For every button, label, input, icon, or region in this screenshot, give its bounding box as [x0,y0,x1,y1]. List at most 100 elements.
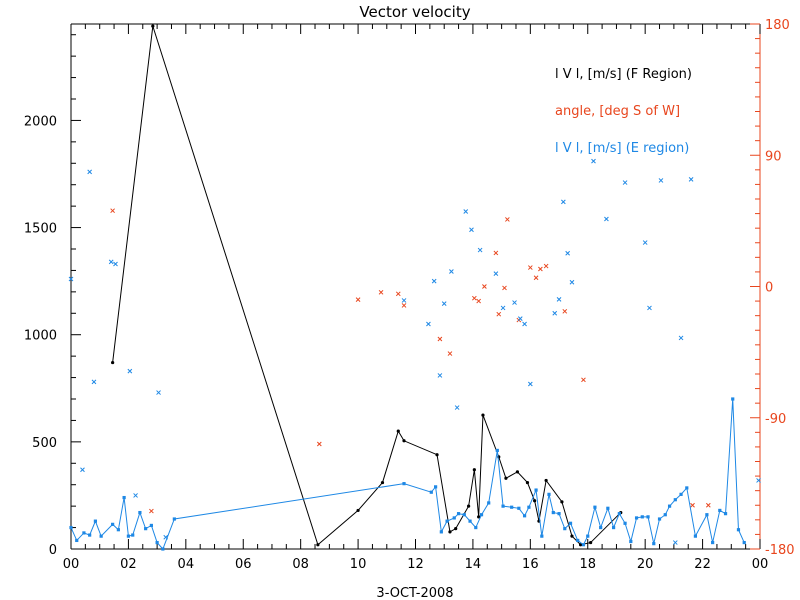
data-point [454,405,460,410]
x-tick-label: 06 [235,557,252,572]
data-point [563,527,567,531]
data-point [527,265,533,270]
data-point [448,530,452,534]
data-point [581,377,586,383]
data-point [172,517,176,521]
data-point [568,521,573,525]
series-0 [111,24,623,547]
data-point [667,504,672,508]
data-point [515,470,520,474]
data-point [111,360,115,365]
data-point [116,528,120,532]
data-point [402,439,406,443]
data-point [91,379,97,385]
data-point [87,169,93,175]
data-point [445,519,449,523]
data-point [467,504,471,508]
data-point [642,240,648,245]
data-point [151,24,155,28]
data-point [547,492,551,496]
data-point [468,519,472,523]
data-point [437,336,443,342]
data-point [756,478,761,483]
legend-angle: angle, [deg S of W] [555,104,680,119]
data-point [527,505,531,509]
y-left-tick-label: 0 [49,543,57,558]
data-point [68,276,74,282]
data-point [474,525,478,530]
data-point [562,308,568,314]
data-point [742,540,746,545]
data-point [477,515,481,519]
series-3 [68,158,761,545]
data-point [723,512,728,516]
data-point [431,278,437,284]
data-point [155,540,159,545]
data-point [110,208,115,214]
data-point [356,508,360,513]
data-point [476,298,482,304]
legend: l V l, [m/s] (F Region) angle, [deg S of… [555,67,692,156]
data-point [493,250,499,256]
data-point [690,502,695,508]
legend-f-region: l V l, [m/s] (F Region) [555,67,692,82]
data-point [604,216,609,222]
series-2 [69,397,746,551]
data-point [693,534,698,538]
data-point [569,279,575,285]
data-point [113,261,118,267]
data-point [487,501,491,505]
data-point [402,482,406,486]
data-point [426,321,431,327]
y-right-tick-label: 90 [765,149,782,164]
y-right-tick-label: -180 [765,543,795,558]
y-left-tick-label: 500 [32,436,57,451]
series-line [112,25,622,546]
data-point [495,448,499,453]
data-point [82,531,86,535]
data-point [673,498,677,502]
y-left-tick-label: 2000 [24,114,57,129]
data-point [452,516,456,520]
data-point [560,199,566,205]
data-point [525,480,530,485]
data-point [454,527,458,531]
data-point [560,500,564,504]
data-point [640,515,644,519]
data-point [127,368,133,374]
x-tick-label: 18 [579,557,596,572]
data-point [711,540,715,545]
data-point [705,513,709,517]
x-tick-label: 02 [120,557,137,572]
data-point [623,521,627,525]
data-point [447,351,453,356]
y-left-tick-label: 1000 [24,329,57,344]
data-point [496,311,502,317]
data-point [557,512,561,516]
data-point [679,492,683,496]
data-point [517,316,523,321]
data-point [316,441,322,447]
data-point [736,528,741,532]
series-1 [110,208,711,514]
data-point [512,300,517,305]
data-point [688,177,694,182]
data-point [663,513,667,517]
data-point [477,247,483,253]
data-point [527,381,533,387]
data-point [634,516,639,520]
data-point [522,321,527,327]
plot-frame [70,23,761,550]
data-point [469,227,474,233]
data-point [517,506,521,510]
data-point [439,530,443,534]
y-right-tick-label: 0 [765,281,773,296]
data-point [540,534,544,538]
x-tick-label: 22 [694,557,711,572]
data-point [502,285,507,291]
data-point [133,493,138,498]
data-point [611,525,616,530]
data-point [599,525,603,530]
data-point [672,540,678,545]
data-point [395,291,401,297]
